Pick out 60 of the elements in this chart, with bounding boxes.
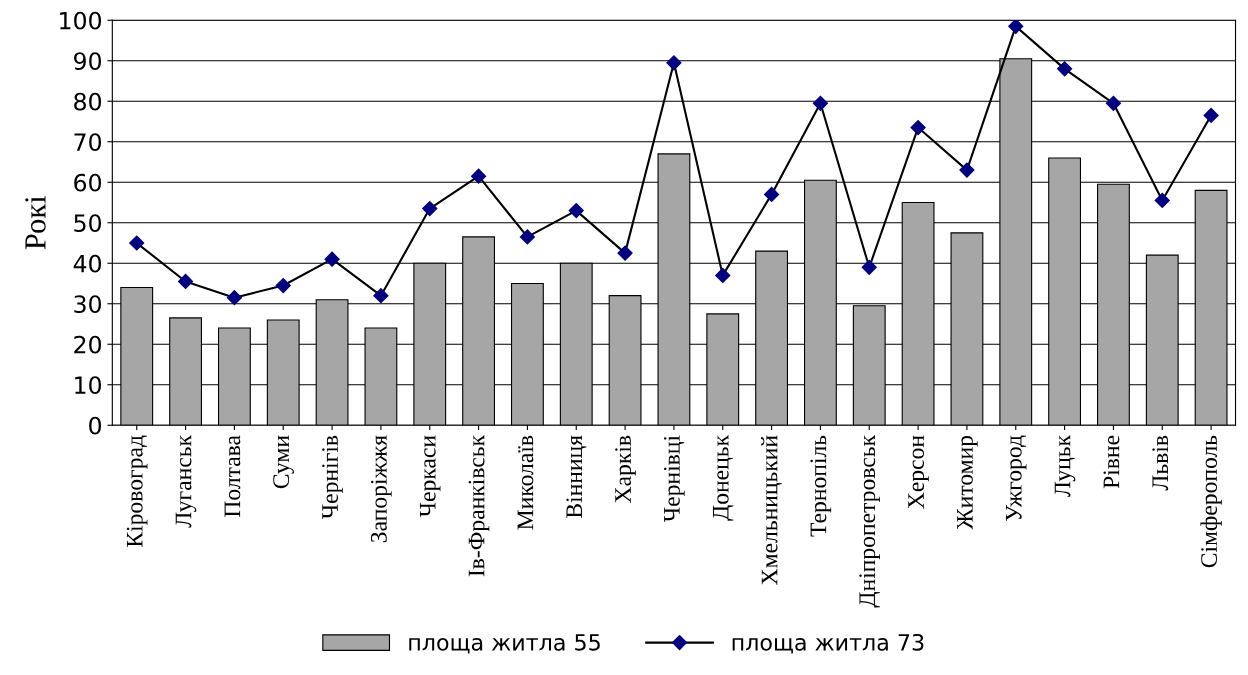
y-tick-label: 0 <box>89 416 102 435</box>
point <box>519 229 535 245</box>
point <box>568 203 584 219</box>
x-tick-label: Полтава <box>224 435 241 518</box>
point <box>129 235 145 251</box>
point <box>666 55 682 71</box>
point <box>1008 20 1024 34</box>
point <box>1105 95 1122 111</box>
y-tick-label: 90 <box>74 52 102 71</box>
x-tick-label: Херсон <box>908 435 929 509</box>
point <box>178 273 194 290</box>
x-tick-label: Харків <box>615 435 636 503</box>
point <box>764 186 780 202</box>
x-tick-label: Кіровоград <box>126 435 148 547</box>
x-tick-label: Черкаси <box>419 435 441 518</box>
point <box>1057 61 1073 77</box>
y-tick-label: 40 <box>73 254 102 273</box>
x-tick-label: Запоріжжя <box>370 435 392 543</box>
point <box>422 201 438 217</box>
y-tick-label: 70 <box>74 133 102 152</box>
x-tick-label: Ужгород <box>1005 435 1027 522</box>
legend-label: площа житла 55 <box>409 634 600 654</box>
point <box>471 168 487 184</box>
x-tick-label: Миколаїв <box>517 435 534 530</box>
x-tick-label: Суми <box>273 435 294 489</box>
y-tick-label: 100 <box>60 11 102 30</box>
x-tick-label: Житомир <box>957 435 978 530</box>
x-tick-label: Сімферополь <box>1200 435 1222 568</box>
x-tick-label: Луцьк <box>1054 434 1076 497</box>
point <box>812 95 828 111</box>
x-tick-label: Ів-Франківськ <box>468 434 490 577</box>
point <box>1203 107 1219 123</box>
point <box>275 277 291 294</box>
x-tick-label: Хмельницький <box>761 435 782 585</box>
point <box>373 288 389 304</box>
point <box>861 259 877 275</box>
point <box>715 267 731 283</box>
x-tick-label: Рівне <box>1103 435 1120 489</box>
y-tick-label: 30 <box>74 295 102 314</box>
x-tick-label: Чернівці <box>663 435 685 522</box>
point <box>959 162 975 178</box>
y-tick-label: 10 <box>75 376 102 395</box>
x-tick-label: Львів <box>1152 435 1169 491</box>
y-tick-label: 80 <box>74 92 102 111</box>
x-tick-label: Вінниця <box>566 435 587 519</box>
x-tick-label: Дніпропетровськ <box>859 434 880 608</box>
legend-label: площа житла 73 <box>732 633 924 654</box>
x-tick-label: Луганськ <box>175 434 197 528</box>
point <box>1154 192 1170 209</box>
y-tick-label: 60 <box>74 173 102 192</box>
point <box>226 290 242 306</box>
point <box>910 120 926 136</box>
x-tick-label: Донецьк <box>712 434 734 521</box>
y-tick-label: 50 <box>74 214 102 233</box>
point <box>324 251 340 267</box>
y-tick-label: 20 <box>74 335 102 354</box>
x-tick-label: Чернігів <box>322 435 343 519</box>
x-tick-label: Тернопіль <box>810 435 832 537</box>
point <box>617 245 633 261</box>
y-axis-title: Рокі <box>25 195 46 250</box>
